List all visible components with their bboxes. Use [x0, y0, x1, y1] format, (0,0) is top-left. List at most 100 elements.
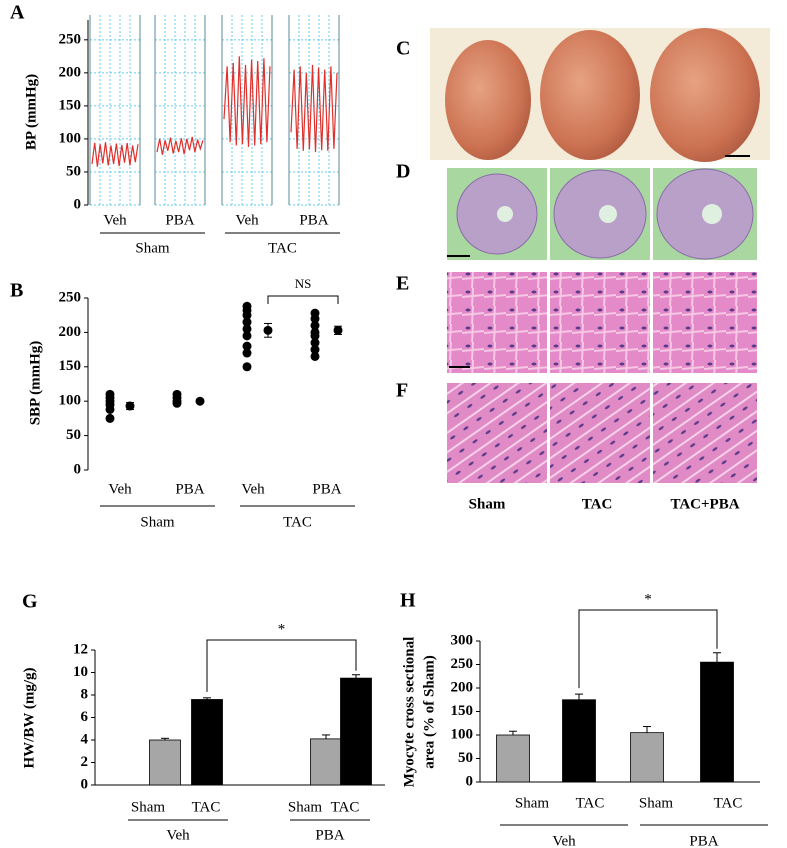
panel-label: G: [22, 591, 38, 613]
group-label: TAC: [283, 514, 312, 530]
y-tick-label: 250: [59, 289, 82, 305]
x-tick-label: TAC: [714, 795, 743, 811]
data-point: [310, 327, 320, 337]
bracket: [206, 639, 357, 692]
x-tick-label: Sham: [131, 799, 166, 815]
x-tick-label: Sham: [639, 795, 674, 811]
panel-label: H: [400, 590, 416, 612]
y-tick-label: 8: [81, 686, 89, 702]
y-tick-label: 50: [458, 750, 473, 766]
bar: [700, 661, 734, 783]
bracket: [578, 609, 718, 689]
group-label: PBA: [689, 833, 718, 848]
x-tick-label: Veh: [108, 481, 132, 497]
y-tick-label: 250: [451, 656, 474, 672]
data-point: [310, 308, 320, 318]
y-tick-label: 50: [66, 163, 81, 179]
mean-point: [333, 325, 343, 335]
y-tick-label: 200: [59, 324, 82, 340]
cross-sections: [447, 168, 757, 260]
x-tick-label: Veh: [103, 212, 127, 228]
bp-trace: [290, 64, 338, 153]
annotation: NS: [295, 276, 312, 291]
y-tick-label: 0: [81, 776, 89, 792]
y-tick-label: 200: [59, 64, 82, 80]
y-axis-label: BP (mmHg): [23, 74, 39, 150]
y-tick-label: 150: [451, 703, 474, 719]
data-point: [242, 301, 252, 311]
bar: [310, 738, 342, 786]
x-tick-label: TAC: [331, 799, 360, 815]
y-tick-label: 4: [81, 731, 89, 747]
data-point: [242, 324, 252, 334]
data-point: [310, 345, 320, 355]
myocyte-sections: [447, 272, 757, 373]
group-label: TAC: [268, 240, 297, 256]
y-tick-label: 50: [66, 427, 81, 443]
data-point: [105, 413, 115, 423]
column-label: TAC: [582, 496, 613, 512]
y-tick-label: 200: [451, 679, 474, 695]
x-tick-label: Veh: [235, 212, 259, 228]
group-label: PBA: [315, 827, 344, 843]
annotation: *: [278, 621, 286, 637]
bar: [630, 732, 664, 783]
data-point: [310, 321, 320, 331]
bp-trace: [156, 136, 204, 155]
y-tick-label: 12: [73, 641, 88, 657]
y-axis-label: SBP (mmHg): [27, 341, 43, 426]
panel-label: D: [396, 161, 410, 183]
panel-label: A: [10, 2, 25, 24]
y-tick-label: 100: [59, 393, 82, 409]
x-tick-label: PBA: [165, 212, 194, 228]
y-tick-label: 250: [59, 31, 82, 47]
data-point: [105, 389, 115, 399]
y-tick-label: 0: [74, 196, 82, 212]
mean-point: [195, 396, 205, 406]
data-point: [242, 362, 252, 372]
bar: [562, 699, 596, 783]
group-label: Veh: [552, 833, 576, 848]
y-tick-label: 0: [74, 461, 82, 477]
bar: [191, 699, 223, 786]
x-tick-label: TAC: [576, 795, 605, 811]
x-tick-label: PBA: [312, 481, 341, 497]
x-tick-label: Sham: [288, 799, 323, 815]
bp-trace: [91, 142, 139, 167]
data-point: [242, 341, 252, 351]
y-tick-label: 6: [81, 709, 89, 725]
y-tick-label: 150: [59, 97, 82, 113]
bp-trace: [223, 56, 271, 147]
y-tick-label: 10: [73, 664, 88, 680]
data-point: [310, 351, 320, 361]
x-tick-label: Veh: [241, 481, 265, 497]
data-point: [242, 331, 252, 341]
x-tick-label: PBA: [175, 481, 204, 497]
group-label: Veh: [166, 827, 190, 843]
bracket: [267, 295, 339, 304]
panel-label: B: [10, 280, 23, 302]
y-tick-label: 300: [451, 632, 474, 648]
y-tick-label: 100: [451, 726, 474, 742]
panel-label: E: [396, 273, 409, 295]
heart: [650, 28, 760, 162]
data-point: [310, 338, 320, 348]
annotation: *: [644, 591, 652, 607]
panel-label: C: [396, 38, 410, 60]
y-axis-label: HW/BW (mg/g): [21, 668, 37, 769]
y-axis-label: area (% of Sham): [421, 655, 437, 768]
y-tick-label: 0: [466, 773, 474, 789]
column-label: TAC+PBA: [670, 496, 739, 512]
bar: [496, 734, 530, 783]
y-tick-label: 2: [81, 754, 89, 770]
column-label: Sham: [469, 496, 506, 512]
x-tick-label: PBA: [299, 212, 328, 228]
bar: [340, 677, 372, 786]
mean-point: [125, 401, 135, 411]
data-point: [242, 317, 252, 327]
panel-label: F: [396, 380, 408, 402]
heart: [540, 30, 640, 160]
longitudinal-sections: [447, 383, 757, 483]
x-tick-label: TAC: [192, 799, 221, 815]
